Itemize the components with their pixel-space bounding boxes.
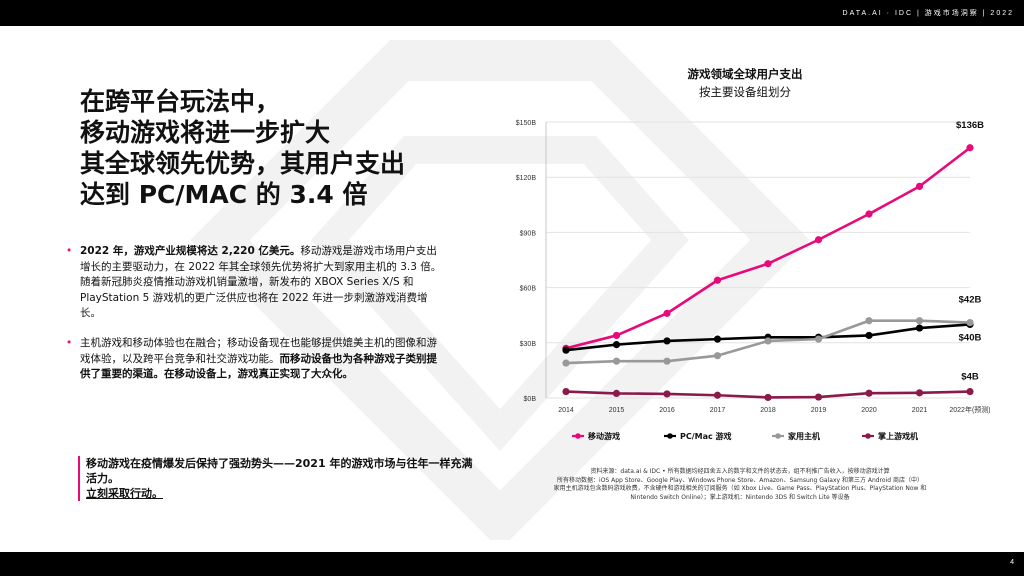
data-point	[562, 387, 570, 396]
x-tick-label: 2020	[861, 407, 877, 414]
bullet-bold: 2022 年，游戏产业规模将达 2,220 亿美元。	[80, 245, 301, 257]
legend-label: 掌上游戏机	[878, 431, 918, 441]
headline-line: 在跨平台玩法中，	[80, 87, 281, 116]
data-point	[966, 387, 974, 396]
source-line: 所有移动数据：iOS App Store、Google Play、Windows…	[557, 476, 923, 484]
data-point	[663, 390, 671, 398]
legend-label: PC/Mac 游戏	[680, 431, 732, 441]
data-point	[562, 346, 570, 354]
headline-line: 移动游戏将进一步扩大	[80, 118, 331, 147]
end-value-label: $40B	[959, 332, 982, 343]
data-point	[612, 357, 621, 365]
end-value-label: $4B	[961, 372, 979, 383]
data-point	[966, 318, 974, 327]
watermark-logo	[190, 40, 810, 540]
headline-line: 达到 PC/MAC 的 3.4 倍	[80, 180, 368, 209]
data-point	[713, 352, 722, 360]
bullet-item: • 主机游戏和移动体验也在融合；移动设备现在也能够提供媲美主机的图像和游戏体验，…	[66, 336, 446, 383]
x-tick-label: 2018	[760, 407, 776, 414]
data-point	[713, 335, 722, 343]
page-number: 4	[1010, 559, 1014, 566]
x-tick-label: 2019	[811, 407, 827, 414]
y-tick-label: $0B	[524, 396, 537, 403]
line-chart: $0B $30B $60B $90B $120B $150B 2014 2015 2016 201…	[516, 120, 990, 441]
chart-title: 游戏领域全球用户支出	[687, 67, 803, 81]
data-point	[915, 182, 924, 190]
data-point	[865, 389, 873, 397]
x-tick-label: 2022年(预测)	[949, 405, 990, 414]
data-point	[915, 324, 924, 332]
source-line: Nintendo Switch Online）；掌上游戏机：Nintendo 3…	[630, 493, 850, 501]
data-point	[663, 309, 671, 317]
x-tick-label: 2021	[912, 407, 928, 414]
data-point	[865, 210, 873, 218]
x-tick-label: 2017	[710, 407, 726, 414]
data-point	[814, 393, 823, 401]
callout-note: 移动游戏在疫情爆发后保持了强劲势头——2021 年的游戏市场与往年一样充满活力。…	[78, 456, 476, 501]
data-point	[612, 389, 621, 397]
legend-label: 家用主机	[788, 431, 820, 441]
x-tick-label: 2014	[558, 407, 574, 414]
y-tick-label: $150B	[516, 120, 537, 127]
end-value-label: $42B	[959, 295, 982, 306]
data-point	[865, 317, 873, 325]
bullet-list: • 2022 年，游戏产业规模将达 2,220 亿美元。移动游戏是游戏市场用户支…	[66, 244, 446, 397]
data-point	[713, 276, 722, 284]
data-point	[663, 357, 671, 365]
source-line: 家用主机游戏包含数码游戏收费，不含硬件和游戏相关的订阅服务（如 Xbox Liv…	[553, 485, 927, 492]
data-point	[612, 341, 621, 349]
bullet-bold: 而移动设备也为各种游戏子类别提供了重要的渠道。在移动设备上，游戏真正实现了大众化…	[80, 352, 437, 381]
data-point	[915, 389, 924, 397]
bullet-dot-icon: •	[66, 336, 73, 349]
data-point	[764, 393, 772, 402]
y-tick-label: $60B	[520, 286, 537, 293]
bullet-item: • 2022 年，游戏产业规模将达 2,220 亿美元。移动游戏是游戏市场用户支…	[66, 244, 446, 322]
y-tick-label: $90B	[520, 230, 537, 237]
legend-label: 移动游戏	[588, 431, 620, 441]
legend-marker	[667, 433, 673, 439]
chart-subtitle: 按主要设备组划分	[699, 85, 791, 99]
page-headline: 在跨平台玩法中， 移动游戏将进一步扩大 其全球领先优势，其用户支出 达到 PC/…	[80, 86, 460, 210]
data-point	[764, 260, 772, 268]
headline-line: 其全球领先优势，其用户支出	[80, 149, 406, 178]
top-bar: DATA.AI · IDC | 游戏市场洞察 | 2022	[0, 0, 1024, 26]
end-value-label: $136B	[956, 120, 984, 131]
bottom-bar: 4	[0, 552, 1024, 576]
bullet-text: 移动游戏是游戏市场用户支出增长的主要驱动力，在 2022 年其全球领先优势将扩大…	[80, 245, 442, 320]
source-note: 资料来源：data.ai & IDC • 所有数据均经四舍五入的数字和文件的状态…	[505, 468, 975, 502]
source-line: 资料来源：data.ai & IDC • 所有数据均经四舍五入的数字和文件的状态…	[590, 468, 890, 475]
legend-marker	[865, 433, 871, 439]
data-point	[713, 391, 722, 399]
data-point	[814, 236, 823, 244]
data-point	[764, 337, 772, 345]
data-point	[915, 317, 924, 325]
x-tick-label: 2015	[609, 407, 625, 414]
y-tick-label: $30B	[520, 341, 537, 348]
call-to-action-link[interactable]: 立刻采取行动。	[86, 487, 163, 500]
x-tick-label: 2016	[659, 407, 675, 414]
y-tick-label: $120B	[516, 175, 537, 182]
data-point	[865, 331, 873, 340]
legend-marker	[575, 433, 581, 439]
data-point	[814, 335, 823, 343]
legend-marker	[775, 433, 781, 439]
brand-header: DATA.AI · IDC | 游戏市场洞察 | 2022	[842, 10, 1014, 17]
data-point	[612, 331, 621, 340]
note-text: 移动游戏在疫情爆发后保持了强劲势头——2021 年的游戏市场与往年一样充满活力。	[86, 457, 473, 485]
bullet-text: 主机游戏和移动体验也在融合；移动设备现在也能够提供媲美主机的图像和游戏体验，以及…	[80, 336, 437, 365]
bullet-dot-icon: •	[66, 245, 73, 257]
data-point	[966, 144, 974, 152]
data-point	[663, 337, 671, 345]
series-line	[565, 146, 971, 350]
data-point	[562, 359, 570, 367]
